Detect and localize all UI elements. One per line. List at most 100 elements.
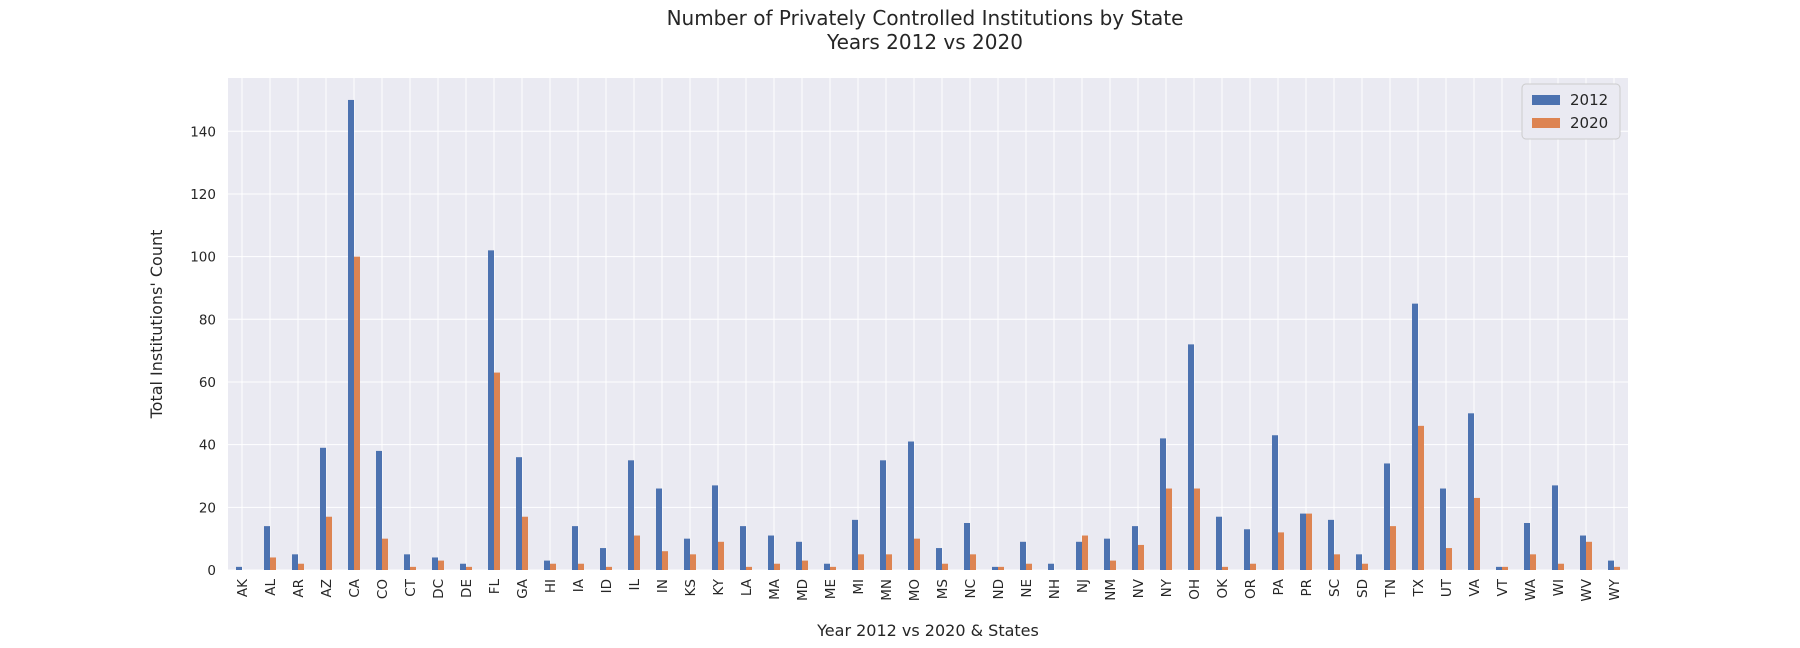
bar-2012-CA [348, 99, 354, 570]
bar-2020-KY [718, 541, 724, 570]
bar-2020-UT [1446, 548, 1452, 570]
x-tick-label-UT: UT [1439, 578, 1455, 597]
x-tick-label-CO: CO [375, 579, 391, 599]
bar-2020-MA [774, 563, 780, 570]
x-tick-label-WI: WI [1551, 579, 1567, 596]
x-tick-label-OK: OK [1215, 578, 1231, 599]
bar-2012-IN [656, 488, 662, 570]
bar-2020-MD [802, 560, 808, 570]
bar-2012-FL [488, 250, 494, 570]
x-axis-label: Year 2012 vs 2020 & States [816, 621, 1039, 640]
x-tick-label-SC: SC [1327, 579, 1343, 597]
bar-2020-LA [746, 566, 752, 570]
x-tick-label-FL: FL [487, 579, 503, 595]
bar-2012-ME [824, 563, 830, 570]
bar-2012-IL [628, 460, 634, 570]
x-tick-label-KY: KY [711, 578, 727, 595]
bar-2012-CO [376, 450, 382, 570]
bar-2012-AR [292, 554, 298, 570]
bar-2020-DC [438, 560, 444, 570]
bar-2012-IA [572, 526, 578, 570]
y-axis-ticks: 0 20 40 60 80 100 120 140 [190, 124, 216, 579]
x-tick-label-MD: MD [795, 579, 811, 601]
bars [236, 99, 1620, 570]
bar-2012-NV [1132, 526, 1138, 570]
y-tick-label: 80 [199, 312, 216, 328]
x-tick-label-NM: NM [1103, 579, 1119, 601]
bar-2020-IA [578, 563, 584, 570]
y-tick-label: 20 [199, 500, 216, 516]
bar-2012-AL [264, 526, 270, 570]
bar-2020-MS [942, 563, 948, 570]
bar-2012-TX [1412, 303, 1418, 570]
legend: 2012 2020 [1521, 83, 1621, 140]
x-tick-label-IL: IL [627, 579, 643, 591]
x-tick-label-OR: OR [1243, 579, 1259, 599]
bar-2020-WA [1530, 554, 1536, 570]
bar-2012-SC [1328, 519, 1334, 570]
bar-2020-SD [1362, 563, 1368, 570]
chart-title: Number of Privately Controlled Instituti… [667, 6, 1184, 30]
bar-2020-IN [662, 551, 668, 570]
bar-2020-NY [1166, 488, 1172, 570]
bar-2012-DC [432, 557, 438, 570]
x-tick-label-ND: ND [991, 579, 1007, 600]
x-tick-label-NE: NE [1019, 579, 1035, 598]
x-tick-label-AL: AL [263, 579, 279, 596]
bar-2020-AZ [326, 516, 332, 570]
x-tick-label-VT: VT [1495, 578, 1511, 596]
x-tick-label-KS: KS [683, 579, 699, 596]
x-tick-label-WA: WA [1523, 578, 1539, 601]
bar-2020-NE [1026, 563, 1032, 570]
x-tick-label-NJ: NJ [1075, 579, 1091, 593]
x-tick-label-GA: GA [515, 578, 531, 598]
x-axis-ticks: AK AL AR AZ CA CO CT DC DE FL GA HI IA ID IL IN KS KY LA MA… [235, 578, 1623, 602]
x-tick-label-ID: ID [599, 579, 615, 593]
bar-2012-MO [908, 441, 914, 570]
bar-2020-DE [466, 566, 472, 570]
bar-2020-MO [914, 538, 920, 570]
bar-2012-MD [796, 541, 802, 570]
x-tick-label-HI: HI [543, 579, 559, 593]
bar-2020-WI [1558, 563, 1564, 570]
plot-area [228, 78, 1628, 570]
bar-2012-WY [1608, 560, 1614, 570]
y-tick-label: 120 [190, 187, 216, 203]
bar-2012-DE [460, 563, 466, 570]
x-tick-label-ME: ME [823, 579, 839, 599]
y-tick-label: 140 [190, 124, 216, 140]
bar-2020-NV [1138, 544, 1144, 570]
gridlines [228, 78, 1628, 571]
x-tick-label-AZ: AZ [319, 579, 335, 597]
x-tick-label-MI: MI [851, 579, 867, 595]
bar-2020-VA [1474, 497, 1480, 570]
legend-swatch-2012 [1532, 95, 1560, 105]
bar-2020-WV [1586, 541, 1592, 570]
bar-2020-ND [998, 566, 1004, 570]
bar-2020-PA [1278, 532, 1284, 570]
bar-2020-NM [1110, 560, 1116, 570]
x-tick-label-TN: TN [1383, 579, 1399, 598]
bar-2012-TN [1384, 463, 1390, 570]
y-tick-label: 0 [207, 563, 216, 579]
x-tick-label-AR: AR [291, 579, 307, 598]
bar-2012-SD [1356, 554, 1362, 570]
bar-2020-VT [1502, 566, 1508, 570]
y-axis-label: Total Institutions' Count [147, 230, 166, 420]
bar-2020-ME [830, 566, 836, 570]
x-tick-label-TX: TX [1411, 579, 1427, 598]
x-tick-label-IA: IA [571, 578, 587, 592]
x-tick-label-AK: AK [235, 578, 251, 597]
bar-2012-AK [236, 566, 242, 570]
bar-2012-ND [992, 566, 998, 570]
x-tick-label-MA: MA [767, 578, 783, 600]
x-tick-label-MN: MN [879, 579, 895, 601]
bar-2020-CT [410, 566, 416, 570]
bar-2020-FL [494, 372, 500, 570]
y-tick-label: 100 [190, 250, 216, 266]
bar-2020-TN [1390, 526, 1396, 570]
bar-2012-VA [1468, 413, 1474, 570]
bar-2012-NE [1020, 541, 1026, 570]
bar-2012-MI [852, 519, 858, 570]
